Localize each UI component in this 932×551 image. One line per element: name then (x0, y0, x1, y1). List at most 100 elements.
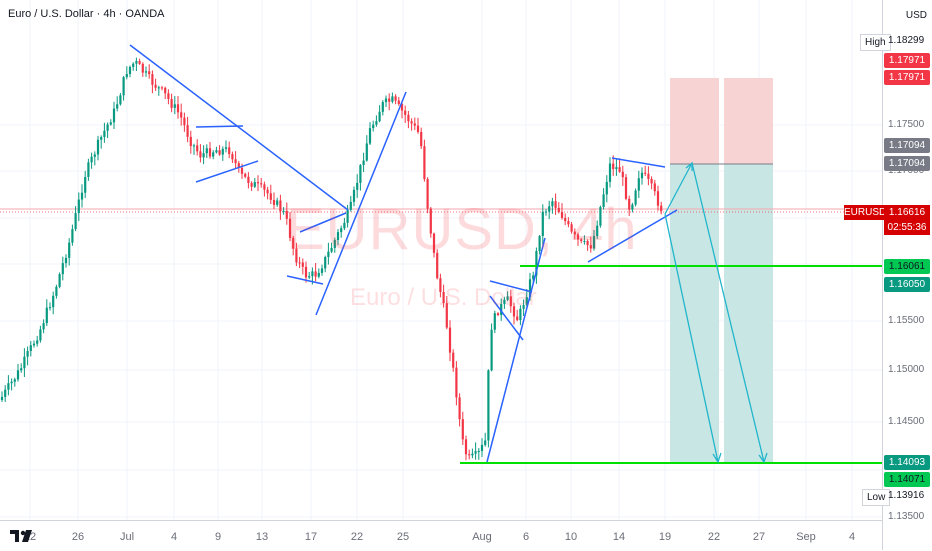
candle-body (343, 222, 346, 229)
date-tick: 17 (304, 531, 318, 543)
watermark-name: Euro / U.S. Dollar (350, 284, 537, 311)
date-tick: 10 (564, 531, 578, 543)
date-tick: 4 (170, 531, 178, 543)
candle-body (461, 419, 464, 440)
target-zone-right[interactable] (724, 164, 773, 464)
price-tick: 1.17500 (888, 119, 925, 130)
candle-body (445, 303, 448, 328)
candle-body (362, 160, 365, 166)
candle-body (151, 74, 154, 85)
candle-body (519, 308, 522, 321)
candle-body (192, 145, 196, 147)
candle-body (356, 182, 359, 190)
trendline-flag-bottom (195, 160, 259, 183)
candle-body (23, 356, 26, 369)
candle-body (640, 172, 644, 179)
date-tick: 22 (350, 531, 364, 543)
candle-body (186, 125, 189, 137)
candle-body (253, 182, 256, 187)
candle-body (484, 440, 487, 445)
candle-body (327, 251, 330, 258)
candle-body (413, 123, 416, 126)
candle-body (397, 100, 400, 104)
candle-body (557, 207, 560, 213)
currency-label[interactable]: USD (905, 10, 927, 21)
candle-body (170, 98, 173, 108)
candle-body (333, 240, 336, 248)
candle-body (292, 237, 295, 249)
candle-body (618, 167, 621, 172)
candle-body (196, 145, 199, 152)
candle-body (106, 124, 109, 131)
candles (0, 57, 663, 461)
candle-body (448, 327, 452, 353)
date-tick: 27 (752, 531, 766, 543)
date-tick: 9 (214, 531, 222, 543)
stop-zone-left[interactable] (670, 78, 719, 164)
candle-body (493, 313, 496, 330)
candle-body (544, 211, 548, 213)
stop-price-badge-2: 1.17971 (884, 70, 930, 85)
tradingview-logo-icon[interactable] (10, 529, 36, 543)
chart-canvas[interactable] (0, 0, 882, 550)
entry-price-badge-2: 1.17094 (884, 156, 930, 171)
candle-body (176, 104, 180, 113)
arrow-down-head-right (758, 452, 768, 464)
candle-body (381, 102, 384, 112)
candle-body (535, 250, 538, 276)
candle-body (608, 163, 612, 182)
candle-body (602, 194, 605, 208)
trendline-wedge-top (489, 280, 533, 293)
date-tick: 14 (612, 531, 626, 543)
projection-arrows[interactable] (664, 161, 768, 464)
candle-body (39, 329, 42, 341)
candle-body (570, 224, 573, 232)
candle-body (420, 131, 423, 147)
candle-body (304, 266, 308, 278)
candle-body (474, 451, 477, 454)
candle-body (116, 104, 119, 109)
candle-body (653, 183, 656, 192)
candle-body (349, 201, 352, 210)
stop-zone-right[interactable] (724, 78, 773, 164)
candle-body (247, 176, 250, 184)
candle-body (298, 262, 301, 264)
trendline-flag-top (195, 125, 244, 128)
time-axis[interactable] (0, 520, 882, 551)
high-value: 1.18299 (888, 35, 925, 46)
trendline-wedge-bottom (489, 295, 524, 341)
trendline-triangle-top (611, 157, 666, 168)
chart-title[interactable]: Euro / U.S. Dollar · 4h · OANDA (8, 8, 165, 20)
candle-body (471, 453, 474, 456)
candle-body (564, 217, 567, 222)
candle-body (157, 87, 160, 89)
candle-body (615, 167, 618, 170)
candle-body (20, 368, 23, 371)
candle-body (378, 111, 381, 122)
candle-body (384, 98, 388, 103)
candle-body (647, 173, 650, 179)
date-tick: 22 (707, 531, 721, 543)
candle-body (509, 296, 512, 307)
candle-body (500, 304, 503, 315)
candle-body (215, 150, 218, 153)
candle-body (32, 343, 36, 346)
candle-body (487, 370, 490, 441)
trendline-box-top (299, 212, 347, 233)
candle-body (525, 297, 528, 306)
candle-body (45, 307, 48, 324)
candle-body (346, 209, 349, 223)
candle-body (10, 381, 13, 384)
candle-body (480, 444, 484, 451)
candle-body (400, 103, 404, 111)
candle-body (589, 245, 592, 249)
trendlines[interactable] (129, 44, 678, 463)
candle-body (180, 112, 183, 118)
candle-body (516, 316, 519, 321)
target-zone-left[interactable] (670, 164, 719, 464)
candle-body (4, 389, 7, 397)
candle-body (388, 98, 391, 102)
candle-body (55, 286, 58, 296)
candle-body (84, 177, 87, 193)
countdown-badge: 02:55:36 (884, 220, 930, 235)
